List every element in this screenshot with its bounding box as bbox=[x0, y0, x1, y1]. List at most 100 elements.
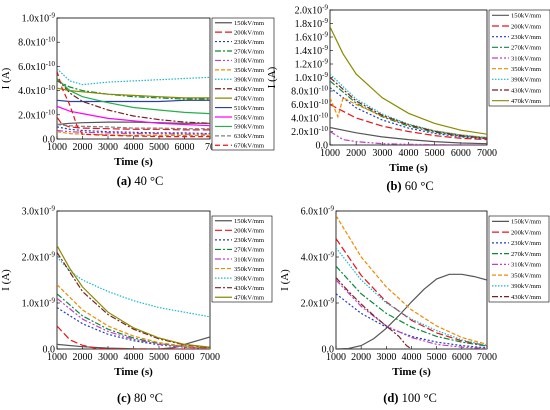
x-tick-label: 2000 bbox=[351, 352, 371, 363]
x-tick-label: 7000 bbox=[477, 352, 497, 363]
y-tick-label: 2.0x10-9 bbox=[22, 251, 56, 264]
series-line-310kvmm bbox=[336, 279, 487, 349]
series-line-350kvmm bbox=[336, 215, 487, 345]
y-tick-label: 1.6x10-9 bbox=[295, 31, 329, 44]
legend-label: 590kV/mm bbox=[234, 124, 265, 131]
series-line-200kvmm bbox=[330, 103, 487, 141]
legend-label: 150kV/mm bbox=[234, 20, 265, 27]
series-line-430kvmm bbox=[57, 252, 210, 349]
legend: 150kV/mm 200kV/mm 230kV/mm 270kV/mm 310kV/mm… bbox=[211, 17, 275, 151]
legend-label: 150kV/mm bbox=[234, 218, 265, 225]
series-line-470kvmm bbox=[57, 87, 210, 99]
y-tick-label: 2.0x10-10 bbox=[291, 125, 328, 138]
x-tick-label: 7000 bbox=[200, 352, 220, 363]
x-tick-label: 1000 bbox=[320, 148, 340, 159]
legend-label: 230kV/mm bbox=[511, 34, 542, 41]
panel-caption: (b) 60 °C bbox=[386, 179, 433, 193]
y-tick-label: 2.0x10-9 bbox=[295, 4, 329, 17]
legend-label: 350kV/mm bbox=[511, 272, 542, 279]
x-tick-label: 7000 bbox=[477, 148, 497, 159]
legend-label: 200kV/mm bbox=[234, 228, 265, 235]
legend-label: 350kV/mm bbox=[234, 67, 265, 74]
legend-label: 470kV/mm bbox=[234, 295, 265, 302]
series-line-150kvmm bbox=[336, 273, 487, 349]
y-tick-label: 8.0x10-10 bbox=[18, 36, 55, 49]
y-tick-label: 2.0x10-9 bbox=[301, 297, 335, 310]
y-axis-label: I (A) bbox=[0, 67, 12, 89]
legend-label: 350kV/mm bbox=[234, 266, 265, 273]
x-tick-label: 5000 bbox=[149, 142, 169, 153]
y-tick-label: 6.0x10-10 bbox=[291, 98, 328, 111]
chart-panel-2: 1000 2000 3000 4000 5000 6000 7000 0.0 2.0x10-10… bbox=[266, 4, 550, 193]
series-group bbox=[57, 68, 210, 138]
x-tick-label: 1000 bbox=[47, 352, 67, 363]
x-axis-label: Time (s) bbox=[114, 366, 153, 378]
x-tick-label: 6000 bbox=[175, 142, 195, 153]
x-axis-label: Time (s) bbox=[389, 162, 428, 174]
series-line-310kvmm bbox=[330, 130, 487, 145]
x-tick-label: 3000 bbox=[372, 148, 392, 159]
legend-label: 200kV/mm bbox=[234, 29, 265, 36]
x-tick-label: 2000 bbox=[73, 352, 93, 363]
legend-label: 470kV/mm bbox=[511, 98, 542, 105]
series-group bbox=[330, 26, 487, 145]
series-line-470kvmm bbox=[330, 26, 487, 135]
chart-panel-1: 1000 2000 3000 4000 5000 6000 70 0.0 2.0x10-10 4.… bbox=[0, 12, 275, 188]
legend-label: 350kV/mm bbox=[511, 66, 542, 73]
series-line-670kvmm bbox=[57, 71, 210, 138]
x-tick-label: 6000 bbox=[175, 352, 195, 363]
x-tick-label: 2000 bbox=[73, 142, 93, 153]
x-tick-label: 4000 bbox=[124, 352, 144, 363]
series-line-230kvmm bbox=[330, 87, 487, 140]
series-line-150kvmm bbox=[330, 126, 487, 145]
y-tick-label: 1.0x10-9 bbox=[295, 71, 329, 84]
legend-label: 150kV/mm bbox=[511, 13, 542, 20]
x-tick-label: 70 bbox=[205, 142, 215, 153]
x-axis-label: Time (s) bbox=[114, 156, 153, 168]
y-tick-label: 1.4x10-9 bbox=[295, 44, 329, 57]
legend-label: 430kV/mm bbox=[511, 87, 542, 94]
y-axis-label: I (A) bbox=[0, 269, 12, 291]
series-line-590kvmm bbox=[57, 78, 210, 115]
legend: 150kV/mm 200kV/mm 230kV/mm 270kV/mm 310kV/mm… bbox=[488, 215, 550, 303]
series-line-270kvmm bbox=[336, 265, 487, 347]
series-group bbox=[57, 245, 210, 349]
legend-label: 430kV/mm bbox=[511, 294, 542, 301]
y-tick-label: 6.0x10-9 bbox=[301, 205, 335, 218]
series-line-230kvmm bbox=[57, 126, 210, 135]
legend-label: 200kV/mm bbox=[511, 23, 542, 30]
y-tick-label: 6.0x10-10 bbox=[18, 60, 55, 73]
y-tick-label: 4.0x10-9 bbox=[301, 251, 335, 264]
series-line-430kvmm bbox=[330, 77, 487, 139]
y-tick-label: 1.0x10-9 bbox=[22, 12, 56, 25]
y-tick-label: 2.0x10-10 bbox=[18, 108, 55, 121]
x-tick-label: 5000 bbox=[427, 352, 447, 363]
legend-label: 390kV/mm bbox=[234, 275, 265, 282]
legend-label: 310kV/mm bbox=[234, 256, 265, 263]
x-tick-label: 6000 bbox=[451, 148, 471, 159]
series-line-310kvmm bbox=[57, 297, 210, 349]
y-tick-label: 0.0 bbox=[43, 345, 56, 356]
series-line-630kvmm bbox=[57, 123, 210, 130]
y-tick-label: 0.0 bbox=[316, 141, 329, 152]
panel-caption: (a) 40 °C bbox=[117, 174, 164, 188]
legend-box bbox=[488, 9, 550, 107]
legend-label: 550kV/mm bbox=[234, 114, 265, 121]
y-tick-label: 1.8x10-9 bbox=[295, 17, 329, 30]
x-tick-label: 3000 bbox=[376, 352, 396, 363]
series-line-200kvmm bbox=[57, 325, 210, 349]
legend-label: 430kV/mm bbox=[234, 86, 265, 93]
legend-label: 230kV/mm bbox=[234, 39, 265, 46]
y-tick-label: 4.0x10-10 bbox=[18, 84, 55, 97]
series-line-390kvmm bbox=[330, 73, 487, 139]
legend-label: 510kV/mm bbox=[234, 105, 265, 112]
y-axis-label: I (A) bbox=[279, 269, 291, 291]
x-tick-label: 5000 bbox=[149, 352, 169, 363]
y-axis-label: I (A) bbox=[266, 66, 278, 88]
x-tick-label: 3000 bbox=[98, 352, 118, 363]
legend-label: 270kV/mm bbox=[511, 251, 542, 258]
x-tick-label: 1000 bbox=[326, 352, 346, 363]
y-tick-label: 0.0 bbox=[322, 345, 335, 356]
x-axis-label: Time (s) bbox=[392, 366, 431, 378]
legend-label: 670kV/mm bbox=[234, 143, 265, 150]
